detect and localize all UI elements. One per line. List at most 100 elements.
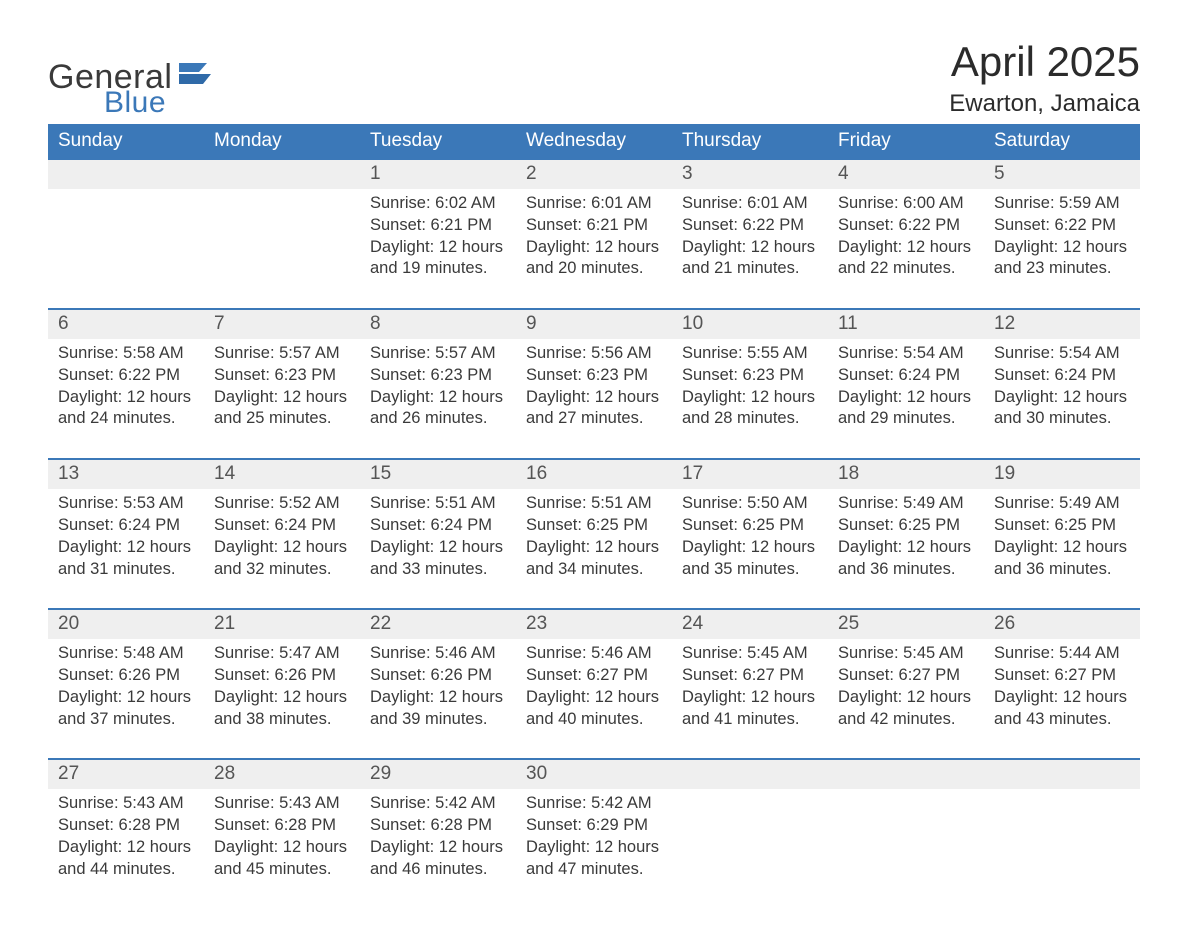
sunset-line: Sunset: 6:28 PM <box>58 815 194 837</box>
day-number: 16 <box>516 460 672 489</box>
sunrise-line: Sunrise: 5:58 AM <box>58 343 194 365</box>
day-cell: Sunrise: 5:50 AMSunset: 6:25 PMDaylight:… <box>672 489 828 586</box>
dow-monday: Monday <box>204 124 360 160</box>
daylight-line: Daylight: 12 hours and 38 minutes. <box>214 687 350 731</box>
daylight-line: Daylight: 12 hours and 27 minutes. <box>526 387 662 431</box>
sunset-line: Sunset: 6:25 PM <box>526 515 662 537</box>
day-number: 7 <box>204 310 360 339</box>
day-number: 20 <box>48 610 204 639</box>
location-label: Ewarton, Jamaica <box>949 90 1140 118</box>
daylight-line: Daylight: 12 hours and 32 minutes. <box>214 537 350 581</box>
sunrise-line: Sunrise: 5:42 AM <box>370 793 506 815</box>
sunset-line: Sunset: 6:24 PM <box>58 515 194 537</box>
day-number-row: 20212223242526 <box>48 610 1140 639</box>
day-cell: Sunrise: 5:43 AMSunset: 6:28 PMDaylight:… <box>204 789 360 886</box>
calendar: Sunday Monday Tuesday Wednesday Thursday… <box>48 124 1140 886</box>
dow-tuesday: Tuesday <box>360 124 516 160</box>
sunrise-line: Sunrise: 5:50 AM <box>682 493 818 515</box>
sunrise-line: Sunrise: 6:01 AM <box>682 193 818 215</box>
daylight-line: Daylight: 12 hours and 40 minutes. <box>526 687 662 731</box>
day-cell <box>828 789 984 886</box>
day-number-row: 6789101112 <box>48 310 1140 339</box>
sunset-line: Sunset: 6:25 PM <box>994 515 1130 537</box>
sunset-line: Sunset: 6:24 PM <box>214 515 350 537</box>
day-number: 19 <box>984 460 1140 489</box>
day-number: 6 <box>48 310 204 339</box>
sunrise-line: Sunrise: 5:45 AM <box>838 643 974 665</box>
dow-sunday: Sunday <box>48 124 204 160</box>
day-number <box>984 760 1140 789</box>
dow-saturday: Saturday <box>984 124 1140 160</box>
daylight-line: Daylight: 12 hours and 44 minutes. <box>58 837 194 881</box>
day-number: 12 <box>984 310 1140 339</box>
day-number: 1 <box>360 160 516 189</box>
page-header: General Blue April 2025 Ewarton, Jamaica <box>48 40 1140 118</box>
daylight-line: Daylight: 12 hours and 46 minutes. <box>370 837 506 881</box>
day-number: 25 <box>828 610 984 639</box>
day-number: 26 <box>984 610 1140 639</box>
day-cell: Sunrise: 5:57 AMSunset: 6:23 PMDaylight:… <box>204 339 360 436</box>
day-number: 27 <box>48 760 204 789</box>
day-number: 21 <box>204 610 360 639</box>
sunrise-line: Sunrise: 5:55 AM <box>682 343 818 365</box>
daylight-line: Daylight: 12 hours and 47 minutes. <box>526 837 662 881</box>
sunset-line: Sunset: 6:24 PM <box>994 365 1130 387</box>
daylight-line: Daylight: 12 hours and 30 minutes. <box>994 387 1130 431</box>
sunrise-line: Sunrise: 5:59 AM <box>994 193 1130 215</box>
day-number: 28 <box>204 760 360 789</box>
calendar-week: 13141516171819Sunrise: 5:53 AMSunset: 6:… <box>48 458 1140 586</box>
sunrise-line: Sunrise: 5:44 AM <box>994 643 1130 665</box>
dow-friday: Friday <box>828 124 984 160</box>
daylight-line: Daylight: 12 hours and 22 minutes. <box>838 237 974 281</box>
day-cell: Sunrise: 5:46 AMSunset: 6:27 PMDaylight:… <box>516 639 672 736</box>
sunset-line: Sunset: 6:27 PM <box>838 665 974 687</box>
daylight-line: Daylight: 12 hours and 24 minutes. <box>58 387 194 431</box>
sunrise-line: Sunrise: 5:57 AM <box>214 343 350 365</box>
day-cell: Sunrise: 5:49 AMSunset: 6:25 PMDaylight:… <box>984 489 1140 586</box>
sunrise-line: Sunrise: 5:47 AM <box>214 643 350 665</box>
daylight-line: Daylight: 12 hours and 35 minutes. <box>682 537 818 581</box>
day-cell: Sunrise: 5:54 AMSunset: 6:24 PMDaylight:… <box>984 339 1140 436</box>
day-cell <box>984 789 1140 886</box>
sunrise-line: Sunrise: 5:46 AM <box>526 643 662 665</box>
day-number: 8 <box>360 310 516 339</box>
sunrise-line: Sunrise: 5:48 AM <box>58 643 194 665</box>
sunset-line: Sunset: 6:27 PM <box>526 665 662 687</box>
day-cell: Sunrise: 5:59 AMSunset: 6:22 PMDaylight:… <box>984 189 1140 286</box>
day-number: 3 <box>672 160 828 189</box>
sunset-line: Sunset: 6:28 PM <box>370 815 506 837</box>
daylight-line: Daylight: 12 hours and 43 minutes. <box>994 687 1130 731</box>
daylight-line: Daylight: 12 hours and 19 minutes. <box>370 237 506 281</box>
calendar-week: 12345Sunrise: 6:02 AMSunset: 6:21 PMDayl… <box>48 160 1140 286</box>
logo-word-blue: Blue <box>104 88 211 118</box>
day-cell: Sunrise: 5:51 AMSunset: 6:24 PMDaylight:… <box>360 489 516 586</box>
sunset-line: Sunset: 6:21 PM <box>526 215 662 237</box>
sunset-line: Sunset: 6:24 PM <box>370 515 506 537</box>
sunset-line: Sunset: 6:22 PM <box>58 365 194 387</box>
day-cell: Sunrise: 5:48 AMSunset: 6:26 PMDaylight:… <box>48 639 204 736</box>
day-cell: Sunrise: 6:02 AMSunset: 6:21 PMDaylight:… <box>360 189 516 286</box>
sunrise-line: Sunrise: 6:00 AM <box>838 193 974 215</box>
sunrise-line: Sunrise: 5:49 AM <box>838 493 974 515</box>
day-number <box>204 160 360 189</box>
day-number: 10 <box>672 310 828 339</box>
day-cell <box>672 789 828 886</box>
sunrise-line: Sunrise: 6:02 AM <box>370 193 506 215</box>
daylight-line: Daylight: 12 hours and 42 minutes. <box>838 687 974 731</box>
daylight-line: Daylight: 12 hours and 25 minutes. <box>214 387 350 431</box>
sunset-line: Sunset: 6:23 PM <box>682 365 818 387</box>
calendar-week: 27282930Sunrise: 5:43 AMSunset: 6:28 PMD… <box>48 758 1140 886</box>
day-number: 14 <box>204 460 360 489</box>
sunset-line: Sunset: 6:27 PM <box>994 665 1130 687</box>
logo-flag-icon <box>179 60 211 88</box>
day-cell: Sunrise: 5:57 AMSunset: 6:23 PMDaylight:… <box>360 339 516 436</box>
daylight-line: Daylight: 12 hours and 26 minutes. <box>370 387 506 431</box>
sunset-line: Sunset: 6:27 PM <box>682 665 818 687</box>
daylight-line: Daylight: 12 hours and 23 minutes. <box>994 237 1130 281</box>
sunset-line: Sunset: 6:26 PM <box>370 665 506 687</box>
sunset-line: Sunset: 6:22 PM <box>682 215 818 237</box>
sunrise-line: Sunrise: 5:49 AM <box>994 493 1130 515</box>
daylight-line: Daylight: 12 hours and 20 minutes. <box>526 237 662 281</box>
day-number: 22 <box>360 610 516 639</box>
sunrise-line: Sunrise: 5:43 AM <box>214 793 350 815</box>
